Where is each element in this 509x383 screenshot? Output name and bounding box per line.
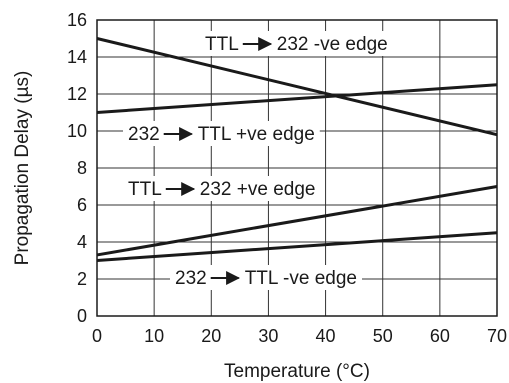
y-tick-label-2: 4 — [77, 232, 87, 252]
series-label-2: TTL 232 +ve edge — [123, 176, 321, 201]
y-tick-label-7: 14 — [67, 47, 87, 67]
y-tick-label-6: 12 — [67, 84, 87, 104]
series-label-0: TTL 232 -ve edge — [200, 31, 393, 56]
x-tick-label-4: 40 — [316, 326, 336, 346]
plot-frame — [96, 19, 498, 317]
series-line-0 — [96, 37, 498, 137]
series-label-from-2: TTL — [128, 179, 162, 200]
y-tick-label-0: 0 — [77, 306, 87, 326]
x-tick-label-7: 70 — [487, 326, 507, 346]
series-line-3 — [96, 231, 498, 262]
series-label-bg-0 — [200, 31, 393, 56]
series-label-from-0: TTL — [205, 34, 239, 55]
series-label-bg-2 — [123, 176, 321, 201]
series-line-2 — [96, 185, 498, 257]
series-label-to-2: 232 +ve edge — [200, 179, 316, 200]
x-tick-label-6: 60 — [430, 326, 450, 346]
y-axis-label: Propagation Delay (µs) — [12, 71, 33, 266]
tick-labels: 0 10 20 30 40 50 60 70 0 2 4 6 8 10 12 14 16 — [67, 10, 507, 346]
series-label-bg-3 — [170, 265, 362, 290]
series-label-to-3: TTL -ve edge — [245, 268, 357, 289]
y-tick-label-3: 6 — [77, 195, 87, 215]
series-labels: TTL 232 -ve edge 232 TTL +ve edge TTL 232 +ve… — [123, 31, 393, 290]
y-tick-label-8: 16 — [67, 10, 87, 30]
y-tick-label-1: 2 — [77, 269, 87, 289]
series-label-from-3: 232 — [175, 268, 207, 289]
series-label-bg-1 — [123, 121, 320, 146]
series-label-to-1: TTL +ve edge — [198, 124, 315, 145]
series-label-from-1: 232 — [128, 124, 160, 145]
x-tick-label-2: 20 — [201, 326, 221, 346]
x-tick-label-0: 0 — [92, 326, 102, 346]
y-tick-label-4: 8 — [77, 158, 87, 178]
series-label-1: 232 TTL +ve edge — [123, 121, 320, 146]
series-label-to-0: 232 -ve edge — [277, 34, 388, 55]
x-tick-label-5: 50 — [373, 326, 393, 346]
x-axis-label: Temperature (°C) — [224, 361, 370, 382]
series-lines — [96, 37, 498, 262]
y-tick-label-5: 10 — [67, 121, 87, 141]
x-tick-label-3: 30 — [258, 326, 278, 346]
x-tick-label-1: 10 — [144, 326, 164, 346]
series-label-3: 232 TTL -ve edge — [170, 265, 362, 290]
series-line-1 — [96, 83, 498, 114]
